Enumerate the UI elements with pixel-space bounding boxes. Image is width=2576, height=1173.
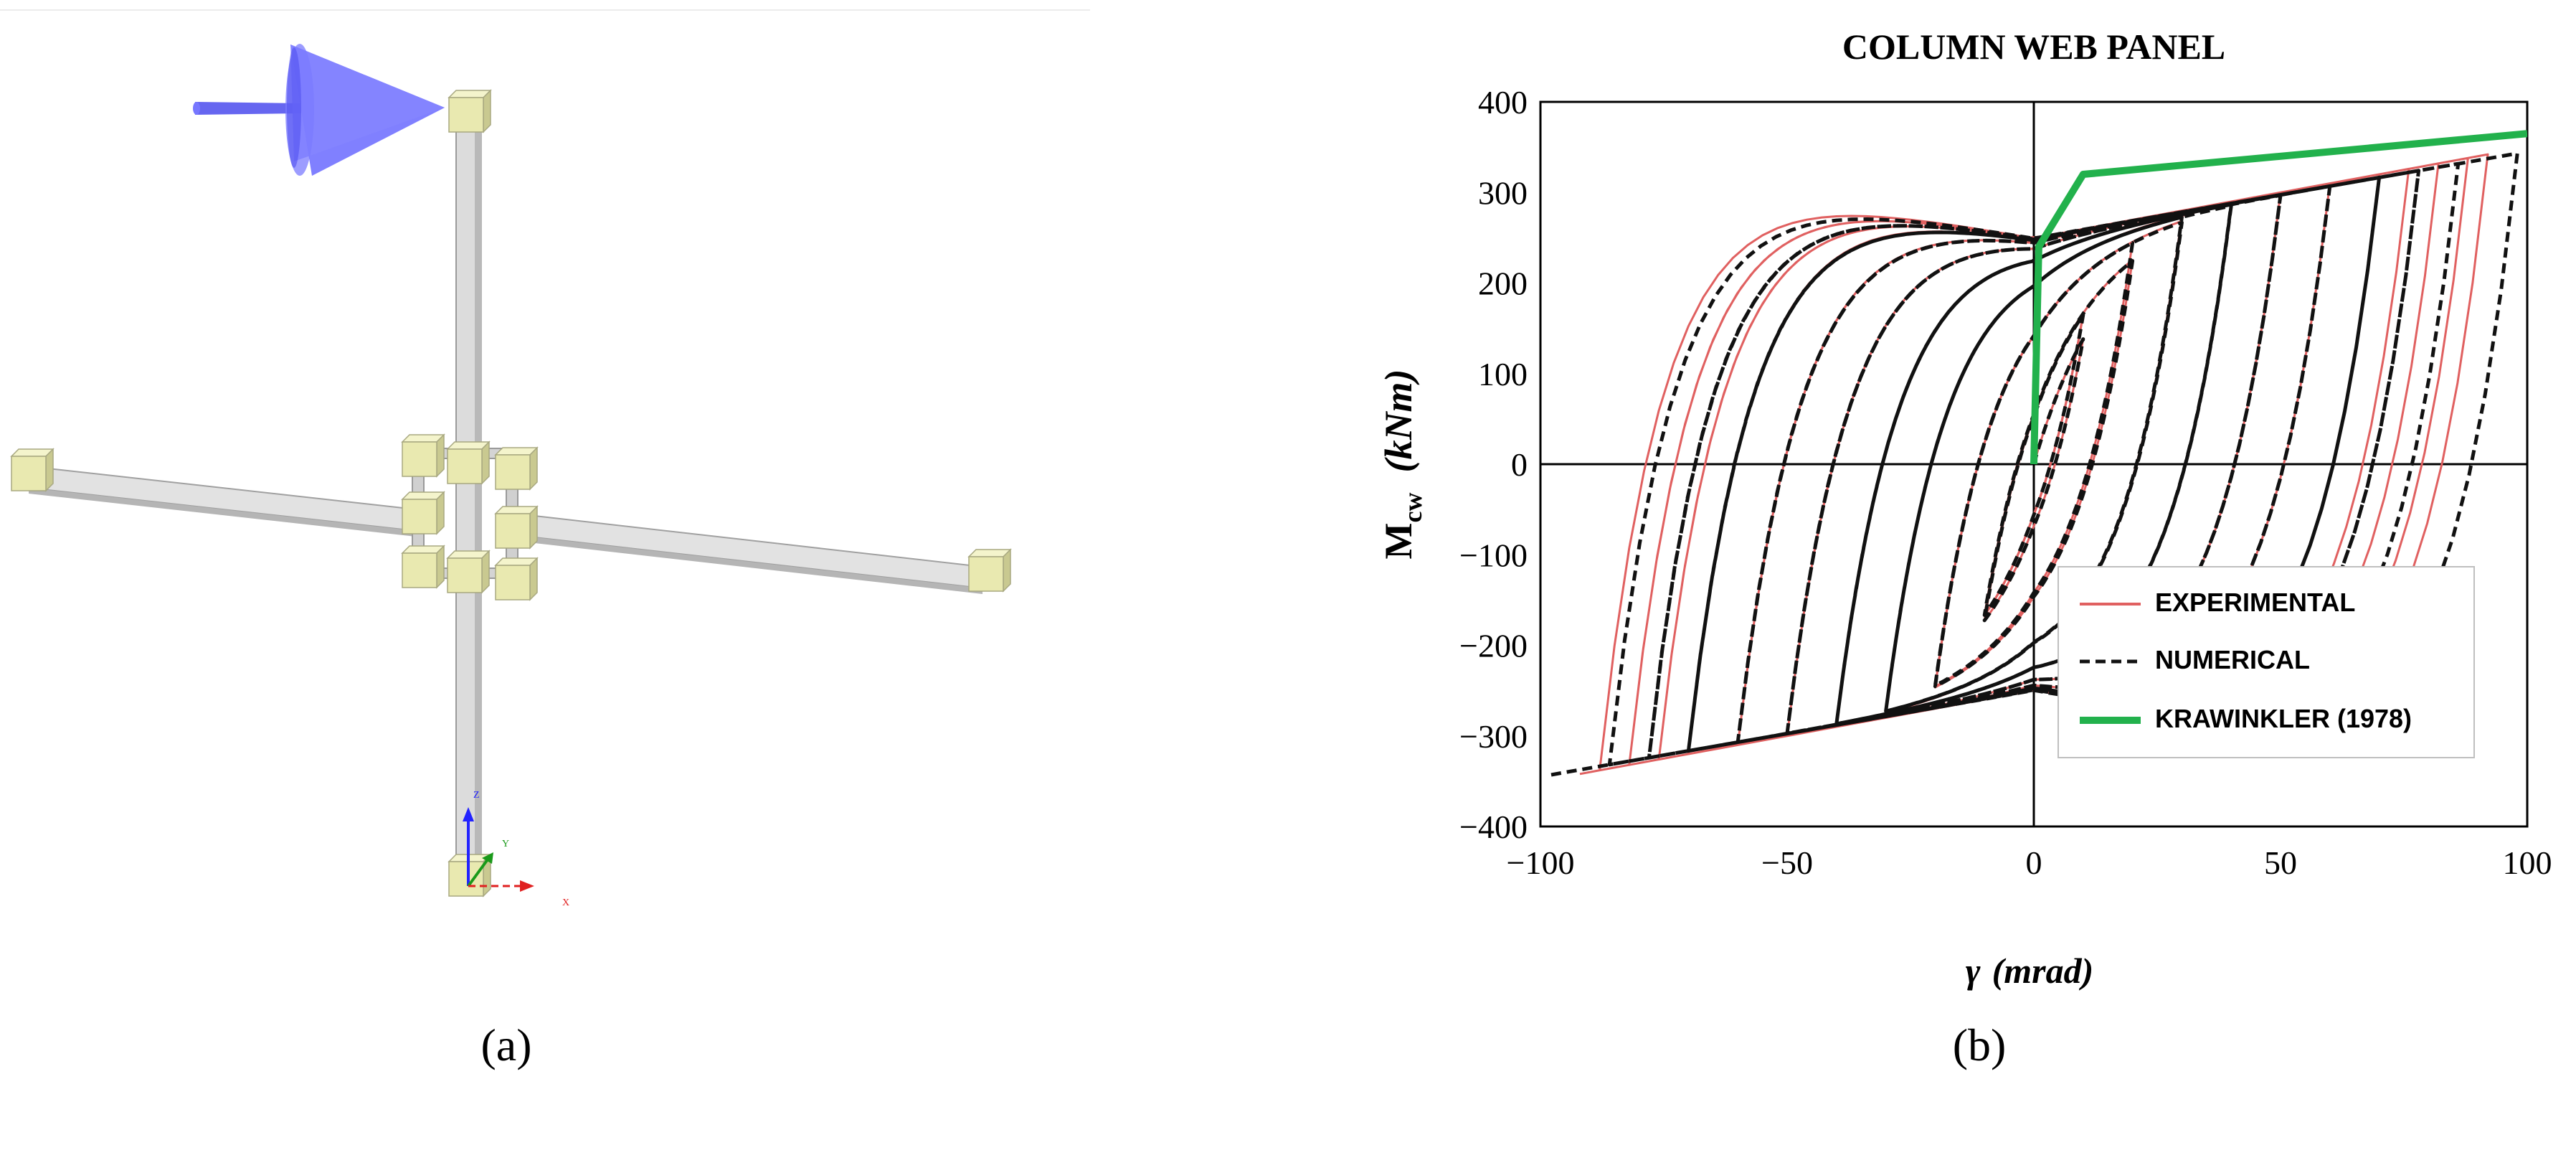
y-tick-label: 100 [1478, 356, 1528, 392]
left-beam-member [28, 465, 417, 537]
series-layer [1550, 130, 2527, 777]
node-box [494, 557, 539, 601]
y-tick-labels: 400 300 200 100 0 −100 −200 −300 −400 [1459, 84, 1528, 845]
node-box [446, 550, 491, 594]
y-axis-label: Mcw (kNm) [1377, 369, 1427, 560]
y-axis-label-sub: cw [1398, 493, 1427, 523]
x-axis-label: γ (mrad) [1966, 951, 2093, 991]
node-box [401, 433, 445, 478]
axis-z-label: Z [473, 790, 480, 801]
series-line-krawinkler-1978 [2030, 130, 2527, 465]
y-tick-label: 0 [1511, 446, 1528, 483]
x-tick-label: −100 [1507, 844, 1575, 881]
load-arrow-icon [193, 44, 445, 176]
y-tick-label: −100 [1459, 537, 1528, 573]
panel-b-caption: (b) [1953, 1019, 2007, 1070]
x-tick-label: 100 [2503, 844, 2552, 881]
axis-y-label: Y [502, 839, 509, 849]
legend: EXPERIMENTAL NUMERICAL KRAWINKLER (1978) [2058, 566, 2475, 758]
panel-a-caption: (a) [480, 1019, 531, 1070]
x-tick-label: −50 [1761, 844, 1813, 881]
node-box [494, 446, 539, 491]
node-box [494, 505, 539, 550]
node-box [967, 548, 1012, 593]
y-tick-label: −300 [1459, 718, 1528, 755]
column-member [455, 121, 482, 883]
y-axis-label-main: M [1377, 522, 1420, 559]
y-tick-label: 200 [1478, 265, 1528, 302]
axis-triad: Z Y X [463, 790, 569, 908]
chart-title: COLUMN WEB PANEL [1842, 27, 2225, 67]
x-tick-label: 0 [2026, 844, 2042, 881]
y-tick-label: −400 [1459, 809, 1528, 845]
y-axis-label-units: (kNm) [1377, 369, 1420, 473]
y-tick-label: 300 [1478, 174, 1528, 211]
node-box [448, 89, 492, 133]
legend-label-experimental: EXPERIMENTAL [2155, 588, 2355, 617]
axis-x-label: X [562, 898, 569, 908]
node-box [401, 491, 445, 535]
x-tick-label: 50 [2264, 844, 2297, 881]
nodes [10, 89, 1012, 898]
y-tick-label: −200 [1459, 628, 1528, 664]
legend-label-numerical: NUMERICAL [2155, 645, 2310, 674]
node-box [10, 448, 55, 492]
right-beam-member [508, 512, 983, 594]
node-box [446, 441, 491, 485]
node-box [401, 545, 445, 589]
x-axis-label-units: (mrad) [1992, 951, 2094, 991]
legend-label-krawinkler: KRAWINKLER (1978) [2155, 704, 2412, 733]
series-line-numerical [1550, 151, 2519, 777]
x-axis-label-symbol: γ [1966, 951, 1981, 991]
y-tick-label: 400 [1478, 84, 1528, 121]
x-tick-labels: −100 −50 0 50 100 [1507, 844, 2552, 881]
panel-b-chart: COLUMN WEB PANEL −100 −50 0 50 100 400 300 200… [1377, 27, 2552, 1070]
panel-a-3d-model: Z Y X (a) [0, 9, 1090, 1070]
